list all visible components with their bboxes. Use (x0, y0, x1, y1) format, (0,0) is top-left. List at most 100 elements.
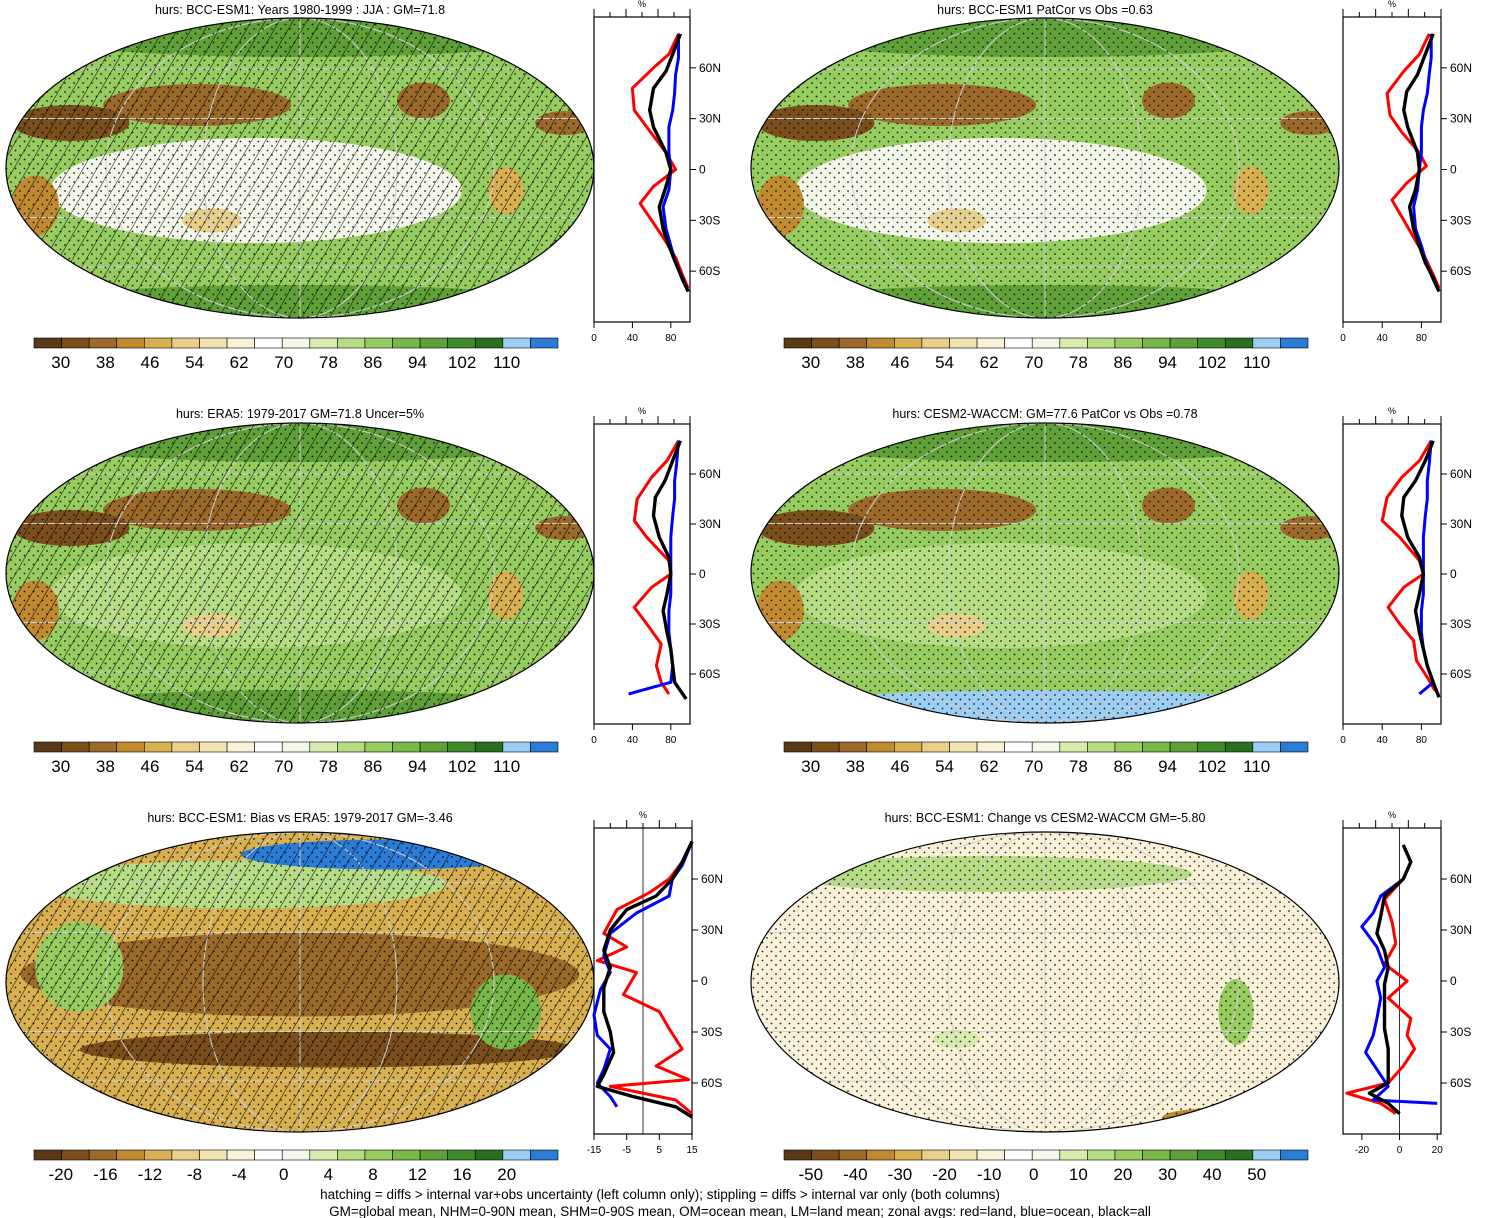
lat-tick-label: 30S (701, 1025, 722, 1039)
colorbar-swatch (199, 741, 228, 753)
colorbar-swatch (116, 1149, 145, 1161)
colorbar-swatch (1280, 337, 1309, 349)
x-tick-label: 0 (1340, 735, 1346, 746)
colorbar-label: 20 (1113, 1165, 1132, 1184)
x-tick-label: 5 (657, 1145, 663, 1156)
map-p6 (751, 832, 1339, 1132)
lat-tick-label: 60S (701, 1076, 722, 1090)
colorbar-swatch (226, 741, 255, 753)
colorbar-label: -8 (187, 1165, 202, 1184)
lat-tick-label: 30N (699, 112, 721, 126)
colorbar-swatch (1004, 337, 1033, 349)
colorbar-swatch (61, 741, 90, 753)
colorbar-swatch (309, 1149, 338, 1161)
zonal-mean-plot: % 60N 30N 0 30S 60S -15 -5 5 15 (587, 810, 723, 1156)
colorbar: 30 38 46 54 62 70 78 86 94 102 110 (783, 337, 1309, 372)
colorbar-swatch (116, 741, 145, 753)
colorbar-swatch (1059, 741, 1088, 753)
colorbar-label: -30 (888, 1165, 913, 1184)
colorbar-swatch (1224, 741, 1254, 753)
colorbar-swatch (254, 741, 283, 753)
colorbar-swatch (921, 337, 950, 349)
colorbar-label: 70 (1024, 353, 1043, 372)
panel-title: hurs: ERA5: 1979-2017 GM=71.8 Uncer=5% (176, 407, 424, 421)
stipple-overlay (751, 832, 1339, 1132)
colorbar-label: -40 (843, 1165, 868, 1184)
colorbar-label: 30 (801, 353, 820, 372)
colorbar-label: 20 (497, 1165, 516, 1184)
panel-p3: hurs: ERA5: 1979-2017 GM=71.8 Uncer=5% % 6… (5, 406, 721, 776)
colorbar-swatch (199, 337, 228, 349)
colorbar-swatch (474, 337, 504, 349)
colorbar-swatch (1031, 741, 1061, 753)
zonal-units-label: % (1388, 406, 1396, 416)
colorbar-swatch (1142, 741, 1171, 753)
lat-tick-label: 60N (699, 61, 721, 75)
colorbar-swatch (1059, 337, 1088, 349)
colorbar-swatch (309, 337, 338, 349)
colorbar-swatch (1169, 1149, 1198, 1161)
colorbar-label: 10 (1069, 1165, 1088, 1184)
colorbar-swatch (949, 741, 978, 753)
lat-tick-label: 60S (1450, 1076, 1471, 1090)
hatch-overlay (6, 423, 594, 723)
x-tick-label: 0 (591, 333, 597, 344)
colorbar-swatch (392, 741, 421, 753)
colorbar-swatch (1280, 741, 1309, 753)
colorbar-swatch (88, 337, 118, 349)
colorbar-swatch (447, 337, 476, 349)
colorbar-swatch (866, 337, 895, 349)
colorbar-label: 62 (980, 757, 999, 776)
colorbar-label: 110 (1243, 757, 1270, 776)
zonal-units-label: % (639, 810, 647, 820)
x-tick-label: 40 (627, 333, 639, 344)
colorbar-swatch (783, 337, 812, 349)
colorbar-label: -10 (977, 1165, 1002, 1184)
colorbar-swatch (502, 337, 531, 349)
zonal-units-label: % (638, 0, 646, 9)
colorbar-swatch (1114, 741, 1143, 753)
x-tick-label: 40 (1377, 333, 1389, 344)
colorbar-swatch (226, 1149, 255, 1161)
colorbar-label: 62 (230, 353, 249, 372)
panel-title: hurs: BCC-ESM1: Bias vs ERA5: 1979-2017 … (147, 811, 452, 825)
colorbar-swatch (1087, 741, 1116, 753)
colorbar-swatch (894, 741, 923, 753)
colorbar-swatch (949, 337, 978, 349)
map-outline (750, 422, 1340, 724)
map-p2 (751, 18, 1339, 318)
colorbar-swatch (502, 1149, 531, 1161)
colorbar-label: 54 (185, 353, 204, 372)
x-tick-label: 20 (1432, 1145, 1444, 1156)
colorbar-swatch (1197, 337, 1226, 349)
colorbar-swatch (1197, 1149, 1226, 1161)
colorbar-swatch (171, 337, 200, 349)
colorbar-label: 38 (96, 353, 115, 372)
colorbar-swatch (1169, 741, 1198, 753)
lat-tick-label: 0 (1450, 974, 1457, 988)
colorbar-swatch (392, 337, 421, 349)
lat-tick-label: 60N (1450, 467, 1472, 481)
lat-tick-label: 30S (1450, 213, 1471, 227)
lat-tick-label: 30S (699, 617, 720, 631)
panel-title: hurs: BCC-ESM1 PatCor vs Obs =0.63 (937, 3, 1153, 17)
colorbar-swatch (1004, 741, 1033, 753)
colorbar-swatch (88, 1149, 118, 1161)
zonal-plot-frame (1342, 16, 1442, 323)
colorbar-label: 86 (363, 757, 382, 776)
colorbar-swatch (1142, 1149, 1171, 1161)
zonal-units-label: % (1388, 810, 1396, 820)
colorbar-label: 86 (1113, 757, 1132, 776)
colorbar-label: 30 (1158, 1165, 1177, 1184)
colorbar-label: 40 (1203, 1165, 1222, 1184)
colorbar-swatch (474, 741, 504, 753)
colorbar-swatch (894, 337, 923, 349)
lat-tick-label: 0 (1450, 163, 1457, 177)
colorbar-label: -20 (48, 1165, 73, 1184)
colorbar-swatch (921, 741, 950, 753)
colorbar-swatch (1114, 337, 1143, 349)
all-zonal-line (595, 840, 694, 1119)
colorbar-swatch (1059, 1149, 1088, 1161)
colorbar-label: 38 (846, 353, 865, 372)
colorbar-swatch (171, 1149, 200, 1161)
